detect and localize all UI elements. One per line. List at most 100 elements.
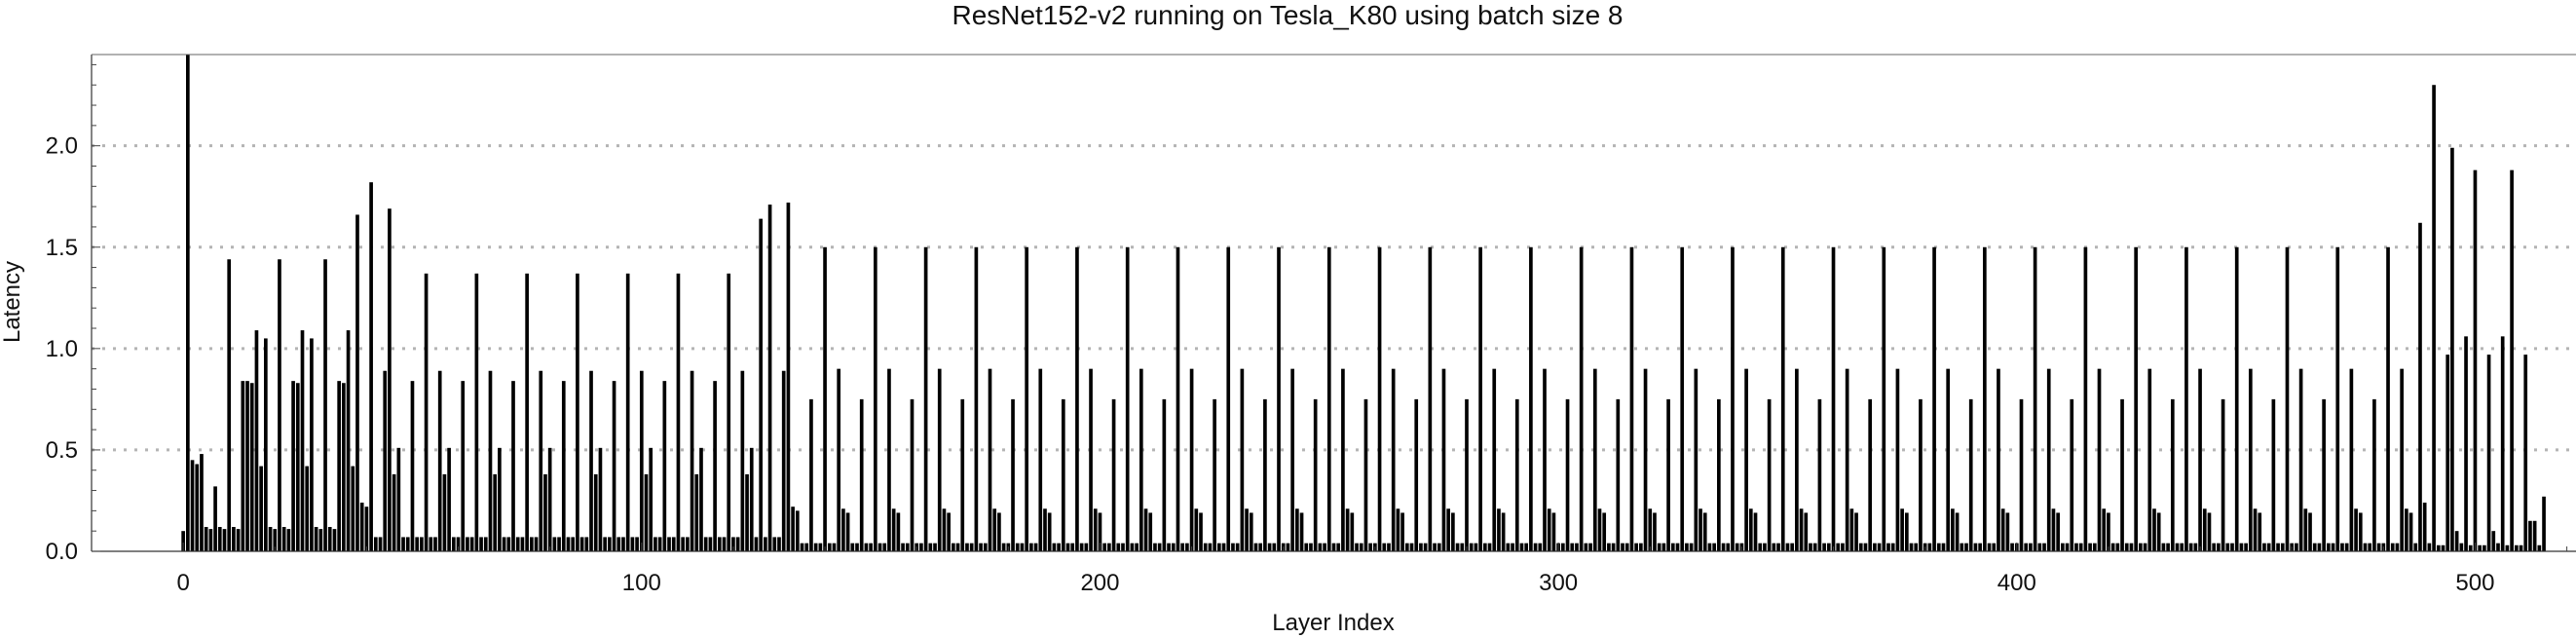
bar <box>2029 543 2033 551</box>
bar <box>213 486 217 551</box>
bar <box>2496 543 2500 551</box>
bar <box>479 537 483 551</box>
bar <box>1538 543 1543 551</box>
bar <box>1597 508 1602 551</box>
bar <box>1359 543 1363 551</box>
bar <box>823 246 827 551</box>
bar <box>1387 543 1391 551</box>
bar <box>1249 512 1253 551</box>
bar <box>2312 543 2317 551</box>
bar <box>424 273 429 551</box>
bar <box>442 473 447 551</box>
bar <box>373 537 378 551</box>
bar <box>608 537 612 551</box>
bar <box>1011 398 1015 551</box>
bar <box>1575 543 1579 551</box>
bar <box>392 473 396 551</box>
bar <box>1666 398 1670 551</box>
bar <box>625 273 630 551</box>
bar <box>291 381 295 551</box>
bar <box>983 543 988 551</box>
bar <box>612 381 616 551</box>
bar <box>644 473 649 551</box>
bar <box>1171 543 1176 551</box>
bar <box>511 381 515 551</box>
bar <box>2024 543 2029 551</box>
bar <box>410 381 415 551</box>
bar <box>429 537 433 551</box>
bar <box>1474 543 1478 551</box>
bar <box>1107 543 1111 551</box>
bar <box>2542 496 2546 551</box>
bar <box>2519 544 2523 551</box>
bar <box>208 529 213 551</box>
bar <box>2510 169 2514 551</box>
bar <box>1511 543 1514 551</box>
bar <box>2061 543 2065 551</box>
bar <box>2523 355 2528 551</box>
bar <box>474 273 479 551</box>
bar <box>576 273 579 551</box>
bar <box>2537 544 2542 551</box>
bar <box>1469 543 1474 551</box>
bar <box>1130 543 1135 551</box>
bar <box>749 447 754 551</box>
bar <box>676 273 681 551</box>
y-tick-label: 0.5 <box>46 437 78 464</box>
bar <box>910 398 915 551</box>
bar <box>1955 512 1960 551</box>
bar <box>1148 512 1153 551</box>
bar <box>1826 543 1831 551</box>
bar <box>2083 246 2088 551</box>
bar <box>1675 543 1680 551</box>
bar <box>1873 543 1877 551</box>
bar <box>1446 508 1451 551</box>
bar <box>2005 512 2010 551</box>
bar <box>1932 246 1936 551</box>
bar <box>1382 543 1387 551</box>
bar <box>1616 398 1621 551</box>
bar <box>2500 336 2505 551</box>
x-tick-label: 500 <box>2455 570 2494 596</box>
bar <box>1895 368 1900 551</box>
gridlines <box>92 144 2576 452</box>
bar <box>227 259 232 551</box>
bar <box>2322 398 2326 551</box>
bar <box>965 543 969 551</box>
bar <box>1025 246 1028 551</box>
bar <box>525 273 529 551</box>
bar <box>1038 368 1043 551</box>
bar <box>639 370 644 551</box>
bar <box>1075 246 1079 551</box>
bar <box>1987 543 1992 551</box>
bar <box>988 368 992 551</box>
bar <box>827 543 832 551</box>
bar <box>355 214 359 551</box>
bar <box>1717 398 1721 551</box>
bar <box>887 368 891 551</box>
bar <box>1377 246 1382 551</box>
bar <box>1465 398 1469 551</box>
y-tick-label: 1.5 <box>46 235 78 261</box>
bar <box>2372 398 2376 551</box>
bar <box>2239 543 2244 551</box>
bar <box>1657 543 1661 551</box>
bar <box>1551 512 1556 551</box>
bar <box>469 537 474 551</box>
bar <box>800 543 804 551</box>
bar <box>1102 543 1107 551</box>
bar <box>1162 398 1167 551</box>
bar <box>2486 355 2491 551</box>
bar <box>1882 246 1886 551</box>
bar <box>1231 543 1235 551</box>
bar <box>1487 543 1492 551</box>
bar <box>502 537 506 551</box>
bar <box>2110 543 2115 551</box>
bar <box>2019 398 2024 551</box>
x-tick-label: 300 <box>1539 570 1578 596</box>
bar <box>2532 520 2537 551</box>
bar <box>759 218 764 551</box>
bar <box>1368 543 1372 551</box>
bar <box>1015 543 1020 551</box>
bar <box>1258 543 1263 551</box>
